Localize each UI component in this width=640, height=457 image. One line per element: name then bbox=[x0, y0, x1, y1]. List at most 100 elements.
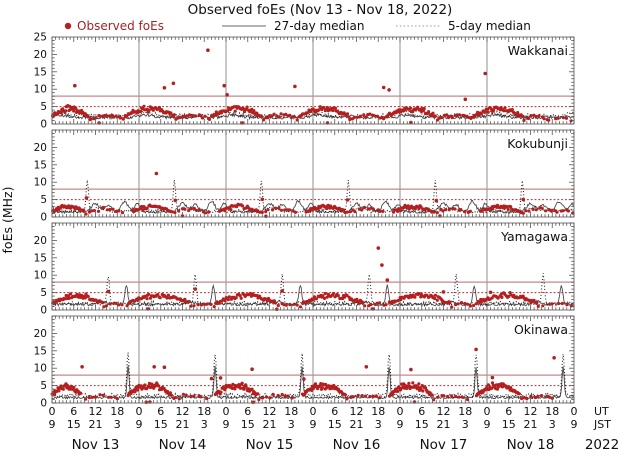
observed-outlier-dot bbox=[162, 365, 167, 370]
ut-tick-label: 6 bbox=[505, 405, 512, 418]
jst-axis-label: JST bbox=[593, 418, 611, 431]
date-label-nov15: Nov 15 bbox=[246, 437, 294, 453]
jst-tick-label: 15 bbox=[502, 418, 516, 431]
legend-median5-label: 5-day median bbox=[448, 19, 531, 33]
y-tick-label: 10 bbox=[34, 177, 47, 189]
observed-outlier-dot bbox=[250, 367, 254, 372]
observed-outlier-dot bbox=[209, 376, 214, 381]
ut-tick-label: 18 bbox=[197, 405, 211, 418]
observed-outlier-dot bbox=[521, 197, 526, 202]
observed-dots bbox=[51, 246, 574, 312]
observed-outlier-dot bbox=[345, 198, 350, 202]
observed-outlier-dot bbox=[173, 198, 178, 203]
jst-tick-label: 15 bbox=[241, 418, 255, 431]
ut-tick-label: 6 bbox=[70, 405, 77, 418]
jst-tick-label: 21 bbox=[176, 418, 190, 431]
ut-tick-label: 12 bbox=[89, 405, 103, 418]
year-label: 2022 bbox=[585, 437, 619, 453]
observed-outlier-dot bbox=[293, 84, 297, 89]
jst-tick-label: 21 bbox=[350, 418, 364, 431]
ut-tick-label: 6 bbox=[418, 405, 425, 418]
y-tick-label: 20 bbox=[34, 49, 47, 61]
observed-outlier-dot bbox=[434, 198, 439, 203]
ut-axis-label: UT bbox=[594, 405, 609, 418]
date-label-nov18: Nov 18 bbox=[507, 437, 555, 453]
jst-tick-label: 3 bbox=[375, 418, 382, 431]
ut-tick-label: 18 bbox=[371, 405, 385, 418]
legend-observed-dot-icon bbox=[64, 22, 72, 30]
jst-tick-label: 21 bbox=[89, 418, 103, 431]
ut-tick-label: 18 bbox=[458, 405, 472, 418]
ut-tick-label: 0 bbox=[397, 405, 404, 418]
station-label-wakkanai: Wakkanai bbox=[508, 43, 568, 58]
median27-line bbox=[51, 283, 575, 308]
jst-tick-label: 15 bbox=[154, 418, 168, 431]
y-tick-label: 20 bbox=[34, 142, 47, 154]
observed-dots bbox=[51, 171, 575, 219]
panel-ticks bbox=[51, 222, 575, 311]
y-tick-label: 20 bbox=[34, 235, 47, 247]
median27-line bbox=[51, 199, 575, 215]
date-label-nov13: Nov 13 bbox=[72, 437, 120, 453]
observed-dots bbox=[50, 48, 573, 125]
observed-outlier-dot bbox=[84, 196, 89, 200]
y-tick-label: 10 bbox=[34, 363, 47, 375]
jst-tick-label: 3 bbox=[288, 418, 295, 431]
legend-observed-label: Observed foEs bbox=[77, 19, 164, 33]
ut-tick-label: 6 bbox=[331, 405, 338, 418]
panel-ticks bbox=[51, 36, 575, 125]
jst-tick-label: 21 bbox=[263, 418, 277, 431]
jst-tick-label: 3 bbox=[201, 418, 208, 431]
ut-tick-label: 0 bbox=[136, 405, 143, 418]
observed-outlier-dot bbox=[490, 375, 495, 380]
observed-outlier-dot bbox=[409, 367, 413, 372]
jst-tick-label: 9 bbox=[571, 418, 578, 431]
y-tick-label: 10 bbox=[34, 84, 47, 96]
y-tick-label: 15 bbox=[34, 66, 47, 78]
jst-tick-label: 3 bbox=[462, 418, 469, 431]
ut-tick-label: 12 bbox=[263, 405, 277, 418]
jst-tick-label: 9 bbox=[397, 418, 404, 431]
observed-outlier-dot bbox=[441, 290, 446, 294]
observed-outlier-dot bbox=[171, 81, 176, 86]
legend: Observed foEs 27-day median 5-day median bbox=[64, 19, 531, 33]
ut-tick-label: 6 bbox=[244, 405, 251, 418]
panel-ticks bbox=[51, 129, 575, 218]
station-label-yamagawa: Yamagawa bbox=[500, 229, 568, 244]
observed-outlier-dot bbox=[106, 289, 110, 294]
chart-title: Observed foEs (Nov 13 - Nov 18, 2022) bbox=[188, 2, 453, 18]
panel-ticks bbox=[51, 315, 575, 404]
observed-outlier-dot bbox=[193, 287, 197, 291]
legend-median27-label: 27-day median bbox=[274, 19, 364, 33]
y-tick-label: 5 bbox=[40, 287, 47, 299]
observed-outlier-dot bbox=[73, 83, 77, 88]
ut-tick-label: 0 bbox=[310, 405, 317, 418]
ut-tick-label: 12 bbox=[350, 405, 364, 418]
y-tick-label: 15 bbox=[34, 345, 47, 357]
jst-tick-label: 3 bbox=[114, 418, 121, 431]
y-tick-label: 0 bbox=[40, 305, 47, 317]
y-tick-label: 15 bbox=[34, 159, 47, 171]
observed-outlier-dot bbox=[152, 365, 156, 369]
station-label-okinawa: Okinawa bbox=[514, 322, 568, 337]
jst-tick-label: 3 bbox=[549, 418, 556, 431]
observed-outlier-dot bbox=[474, 347, 478, 352]
date-label-nov14: Nov 14 bbox=[159, 437, 207, 453]
date-label-nov17: Nov 17 bbox=[420, 437, 468, 453]
date-label-nov16: Nov 16 bbox=[333, 437, 381, 453]
ut-tick-label: 0 bbox=[571, 405, 578, 418]
median27-line bbox=[51, 112, 575, 121]
jst-tick-label: 21 bbox=[524, 418, 538, 431]
panel-yamagawa: 0 5 10 15 20 bbox=[34, 222, 575, 317]
observed-outlier-dot bbox=[376, 246, 381, 250]
panel-kokubunji: 0 5 10 15 20 bbox=[34, 129, 575, 224]
x-tick-labels-group: 0961512211830961512211830961512211830961… bbox=[49, 405, 578, 431]
ut-tick-label: 12 bbox=[524, 405, 538, 418]
ut-tick-label: 18 bbox=[110, 405, 124, 418]
observed-outlier-dot bbox=[225, 93, 229, 97]
observed-outlier-dot bbox=[380, 263, 384, 267]
jst-tick-label: 21 bbox=[437, 418, 451, 431]
observed-outlier-dot bbox=[260, 197, 265, 202]
y-tick-label: 5 bbox=[40, 380, 47, 392]
